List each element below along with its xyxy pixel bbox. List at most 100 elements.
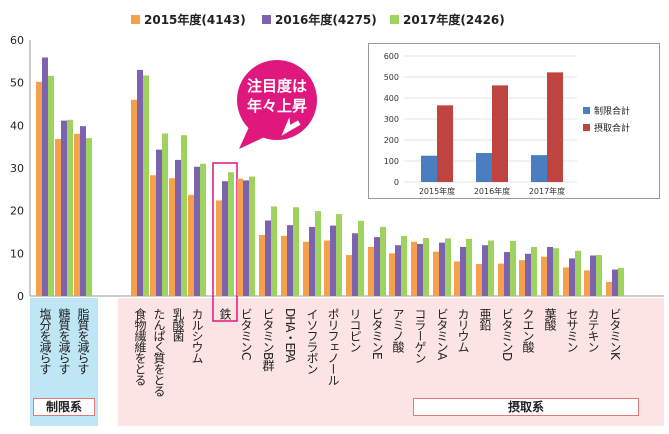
bar bbox=[237, 178, 243, 296]
inset-y-tick-label: 400 bbox=[384, 94, 399, 103]
bar bbox=[228, 172, 234, 296]
inset-legend-swatch bbox=[583, 124, 590, 131]
callout-circle bbox=[237, 60, 317, 140]
bar bbox=[439, 242, 445, 296]
y-tick-label: 60 bbox=[10, 34, 24, 47]
bar bbox=[531, 246, 537, 296]
legend-label: 2017年度(2426) bbox=[403, 12, 505, 27]
bar bbox=[324, 240, 330, 296]
bar bbox=[330, 225, 336, 296]
bar bbox=[395, 245, 401, 296]
x-tick-label: 糖質を減らす bbox=[57, 307, 71, 375]
x-tick-label: ビタミンD bbox=[500, 308, 514, 361]
bar bbox=[36, 81, 42, 297]
bar bbox=[612, 269, 618, 296]
x-tick-label: セサミン bbox=[565, 308, 579, 352]
bar bbox=[200, 163, 206, 296]
y-tick-label: 40 bbox=[10, 119, 24, 132]
x-tick-label: 鉄 bbox=[218, 307, 232, 320]
bar bbox=[504, 252, 510, 296]
bar bbox=[488, 240, 494, 296]
x-tick-label: ポリフェノール bbox=[326, 308, 340, 385]
bar bbox=[48, 75, 54, 296]
bar bbox=[131, 99, 137, 296]
bar bbox=[249, 176, 255, 296]
bar bbox=[389, 253, 395, 296]
legend-swatch bbox=[262, 15, 271, 24]
inset-y-tick-label: 300 bbox=[384, 115, 399, 124]
bar bbox=[606, 281, 612, 296]
bar bbox=[169, 178, 175, 296]
bar bbox=[596, 255, 602, 296]
inset-bar bbox=[492, 85, 508, 182]
bar bbox=[553, 248, 559, 296]
x-tick-label: 塩分を減らす bbox=[38, 307, 52, 375]
bar bbox=[445, 238, 451, 296]
bar bbox=[510, 240, 516, 296]
bar bbox=[482, 245, 488, 296]
legend-label: 2016年度(4275) bbox=[275, 12, 377, 27]
legend-swatch bbox=[131, 15, 140, 24]
y-tick-label: 30 bbox=[10, 162, 24, 175]
inset-bar bbox=[437, 105, 453, 182]
bar bbox=[162, 133, 168, 296]
inset-y-tick-label: 500 bbox=[384, 73, 399, 82]
inset-bar bbox=[476, 153, 492, 182]
bar bbox=[265, 220, 271, 296]
inset-bar bbox=[421, 155, 437, 182]
arrow-icon bbox=[281, 117, 301, 136]
x-tick-label: 亜鉛 bbox=[478, 308, 492, 331]
bar bbox=[433, 251, 439, 296]
bar bbox=[454, 261, 460, 296]
bar bbox=[358, 220, 364, 296]
bar bbox=[150, 175, 156, 296]
x-tick-label: 乳酸菌 bbox=[171, 308, 185, 343]
x-tick-label: カテキン bbox=[586, 308, 600, 352]
bar bbox=[67, 119, 73, 296]
bar bbox=[175, 159, 181, 296]
bar bbox=[466, 238, 472, 296]
x-tick-label: イソフラボン bbox=[305, 308, 319, 374]
bar bbox=[498, 263, 504, 296]
bar bbox=[188, 194, 194, 296]
bar bbox=[143, 75, 149, 296]
x-tick-label: アミノ酸 bbox=[391, 308, 405, 353]
inset-y-tick-label: 100 bbox=[384, 157, 399, 166]
bar bbox=[368, 246, 374, 296]
bar bbox=[216, 200, 222, 296]
inset-x-tick-label: 2016年度 bbox=[474, 186, 510, 196]
x-tick-label: DHA・EPA bbox=[283, 308, 297, 364]
bar bbox=[380, 226, 386, 296]
inset-bar bbox=[547, 72, 563, 182]
x-tick-label: ビタミンK bbox=[608, 308, 622, 361]
callout-line1: 注目度は bbox=[247, 77, 307, 95]
bar bbox=[303, 241, 309, 296]
x-tick-label: ビタミンE bbox=[370, 308, 384, 359]
x-tick-label: ビタミンB群 bbox=[261, 308, 275, 371]
callout-line2: 年々上昇 bbox=[247, 97, 307, 115]
bar bbox=[336, 214, 342, 296]
x-tick-label: 食物繊維をとる bbox=[133, 307, 147, 385]
bar bbox=[460, 246, 466, 296]
inset-x-tick-label: 2015年度 bbox=[419, 186, 455, 196]
restrict-group-label: 制限系 bbox=[33, 398, 95, 416]
bar bbox=[287, 225, 293, 296]
legend-label: 2015年度(4143) bbox=[144, 12, 246, 27]
legend-swatch bbox=[390, 15, 399, 24]
bar bbox=[569, 258, 575, 296]
x-tick-label: たんぱく質をとる bbox=[152, 308, 166, 396]
y-tick-label: 20 bbox=[10, 205, 24, 218]
x-tick-label: クエン酸 bbox=[521, 308, 535, 353]
bar bbox=[590, 255, 596, 296]
x-tick-label: 葉酸 bbox=[543, 308, 557, 331]
bar bbox=[222, 181, 228, 296]
bar bbox=[346, 255, 352, 296]
bar bbox=[86, 138, 92, 296]
x-tick-label: カリウム bbox=[456, 308, 470, 353]
bar bbox=[476, 264, 482, 296]
bar bbox=[547, 246, 553, 296]
bar bbox=[541, 256, 547, 296]
x-tick-label: コラーゲン bbox=[413, 308, 427, 363]
callout-bubble: 注目度は 年々上昇 bbox=[237, 60, 317, 149]
